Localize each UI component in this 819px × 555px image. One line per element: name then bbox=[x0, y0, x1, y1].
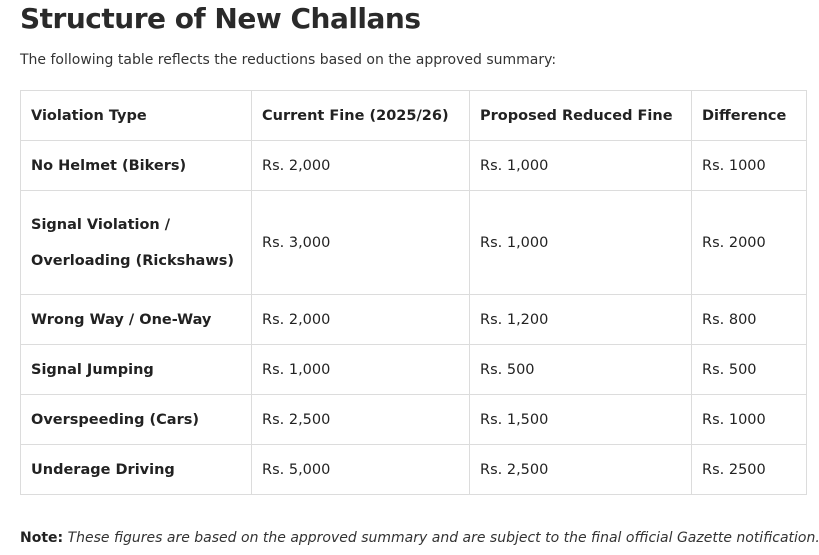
violation-type-line: Signal Violation / bbox=[31, 216, 171, 233]
table-row: Signal Violation / Overloading (Rickshaw… bbox=[20, 190, 807, 295]
note-paragraph: Note: These figures are based on the app… bbox=[20, 530, 819, 546]
intro-text: The following table reflects the reducti… bbox=[20, 52, 557, 68]
table-row: Underage Driving Rs. 5,000 Rs. 2,500 Rs.… bbox=[20, 444, 807, 495]
table-row: Signal Jumping Rs. 1,000 Rs. 500 Rs. 500 bbox=[20, 344, 807, 395]
header-difference: Difference bbox=[691, 90, 807, 141]
table-header-row: Violation Type Current Fine (2025/26) Pr… bbox=[20, 90, 807, 141]
current-fine-cell: Rs. 2,000 bbox=[251, 140, 470, 191]
difference-cell: Rs. 1000 bbox=[691, 394, 807, 445]
fines-table: Violation Type Current Fine (2025/26) Pr… bbox=[20, 90, 807, 495]
difference-cell: Rs. 2000 bbox=[691, 190, 807, 295]
violation-type-line: Wrong Way / One-Way bbox=[31, 311, 212, 328]
note-text: These figures are based on the approved … bbox=[67, 530, 819, 546]
current-fine-cell: Rs. 2,000 bbox=[251, 294, 470, 345]
header-current-fine: Current Fine (2025/26) bbox=[251, 90, 470, 141]
header-violation-type: Violation Type bbox=[20, 90, 252, 141]
violation-type-cell: Overspeeding (Cars) bbox=[20, 394, 252, 445]
difference-cell: Rs. 2500 bbox=[691, 444, 807, 495]
proposed-fine-cell: Rs. 500 bbox=[469, 344, 692, 395]
proposed-fine-cell: Rs. 1,000 bbox=[469, 190, 692, 295]
violation-type-cell: Underage Driving bbox=[20, 444, 252, 495]
violation-type-cell: Signal Jumping bbox=[20, 344, 252, 395]
violation-type-cell: Signal Violation / Overloading (Rickshaw… bbox=[20, 190, 252, 295]
difference-cell: Rs. 800 bbox=[691, 294, 807, 345]
proposed-fine-cell: Rs. 1,500 bbox=[469, 394, 692, 445]
current-fine-cell: Rs. 1,000 bbox=[251, 344, 470, 395]
violation-type-line: Overspeeding (Cars) bbox=[31, 411, 200, 428]
violation-type-cell: No Helmet (Bikers) bbox=[20, 140, 252, 191]
page-title: Structure of New Challans bbox=[20, 2, 421, 35]
difference-cell: Rs. 500 bbox=[691, 344, 807, 395]
header-proposed-fine: Proposed Reduced Fine bbox=[469, 90, 692, 141]
table-row: Overspeeding (Cars) Rs. 2,500 Rs. 1,500 … bbox=[20, 394, 807, 445]
proposed-fine-cell: Rs. 1,200 bbox=[469, 294, 692, 345]
proposed-fine-cell: Rs. 2,500 bbox=[469, 444, 692, 495]
violation-type-line: Signal Jumping bbox=[31, 361, 154, 378]
proposed-fine-cell: Rs. 1,000 bbox=[469, 140, 692, 191]
table-row: No Helmet (Bikers) Rs. 2,000 Rs. 1,000 R… bbox=[20, 140, 807, 191]
note-label: Note: bbox=[20, 530, 64, 546]
current-fine-cell: Rs. 5,000 bbox=[251, 444, 470, 495]
current-fine-cell: Rs. 2,500 bbox=[251, 394, 470, 445]
difference-cell: Rs. 1000 bbox=[691, 140, 807, 191]
current-fine-cell: Rs. 3,000 bbox=[251, 190, 470, 295]
violation-type-cell: Wrong Way / One-Way bbox=[20, 294, 252, 345]
violation-type-line: Overloading (Rickshaws) bbox=[31, 252, 234, 269]
violation-type-line: No Helmet (Bikers) bbox=[31, 157, 187, 174]
table-row: Wrong Way / One-Way Rs. 2,000 Rs. 1,200 … bbox=[20, 294, 807, 345]
violation-type-line: Underage Driving bbox=[31, 461, 175, 478]
